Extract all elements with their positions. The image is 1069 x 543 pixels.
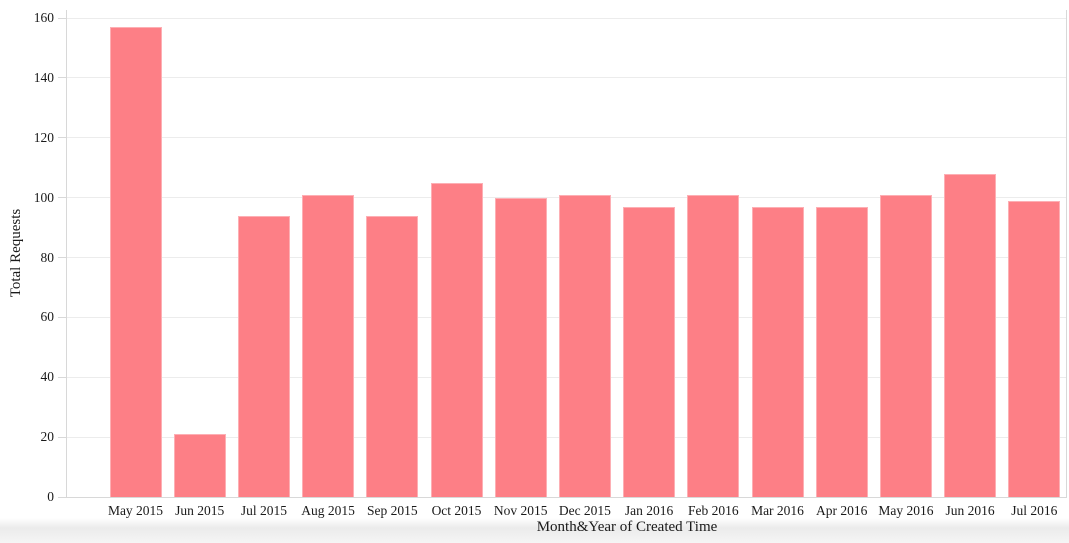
y-tick-label: 20 [40,429,55,445]
footer-shadow [0,518,1069,543]
bar[interactable] [109,26,162,497]
y-tick-mark [58,77,66,79]
y-tick-label: 40 [40,369,55,385]
bar[interactable] [944,173,997,497]
x-tick-label: Jul 2015 [240,503,287,518]
y-tick-mark [58,257,66,258]
bar[interactable] [623,206,676,497]
bar[interactable] [237,215,290,497]
x-tick-label: Jan 2016 [624,503,674,518]
y-tick-label: 60 [40,309,55,325]
y-tick-label: 100 [33,189,54,205]
x-tick-label: May 2015 [107,503,164,518]
y-tick-mark [58,496,66,498]
bar[interactable] [815,206,868,497]
y-tick-mark [58,197,66,199]
bar[interactable] [430,182,483,497]
y-tick-mark [58,316,66,318]
y-tick-mark [58,17,66,19]
plot-right-border [1066,10,1067,497]
bar[interactable] [173,434,226,497]
bar[interactable] [302,194,355,497]
x-tick-label: Jul 2016 [1011,503,1058,518]
y-tick-label: 160 [33,10,54,25]
gridline [66,17,1066,19]
bar[interactable] [1008,200,1061,497]
y-tick-label: 140 [33,69,54,85]
x-axis-baseline [66,496,1067,498]
x-tick-label: Jun 2016 [945,503,995,518]
y-tick-label: 0 [47,489,54,504]
bar[interactable] [558,194,611,497]
y-tick-label: 80 [40,249,55,265]
x-tick-label: Aug 2015 [301,503,355,518]
y-tick-mark [58,376,66,378]
y-tick-mark [58,436,66,438]
gridline [66,77,1066,79]
x-tick-label: Apr 2016 [816,503,868,518]
x-axis-title: Month&Year of Created Time [536,519,718,535]
x-tick-label: Sep 2015 [366,503,418,518]
bar[interactable] [366,215,419,497]
bar[interactable] [687,194,740,497]
bar[interactable] [751,206,804,497]
y-tick-label: 120 [33,129,54,145]
x-tick-label: Dec 2015 [558,503,611,518]
x-tick-label: Jun 2015 [175,503,225,518]
x-tick-label: Mar 2016 [751,503,804,518]
bar[interactable] [494,197,547,497]
x-tick-label: Feb 2016 [687,503,739,518]
gridline [66,137,1066,139]
bar[interactable] [879,194,932,497]
x-tick-label: May 2016 [878,503,934,518]
y-tick-mark [58,137,66,139]
x-tick-label: Nov 2015 [493,503,548,518]
x-tick-label: Oct 2015 [431,503,482,518]
y-axis-line [65,10,67,497]
